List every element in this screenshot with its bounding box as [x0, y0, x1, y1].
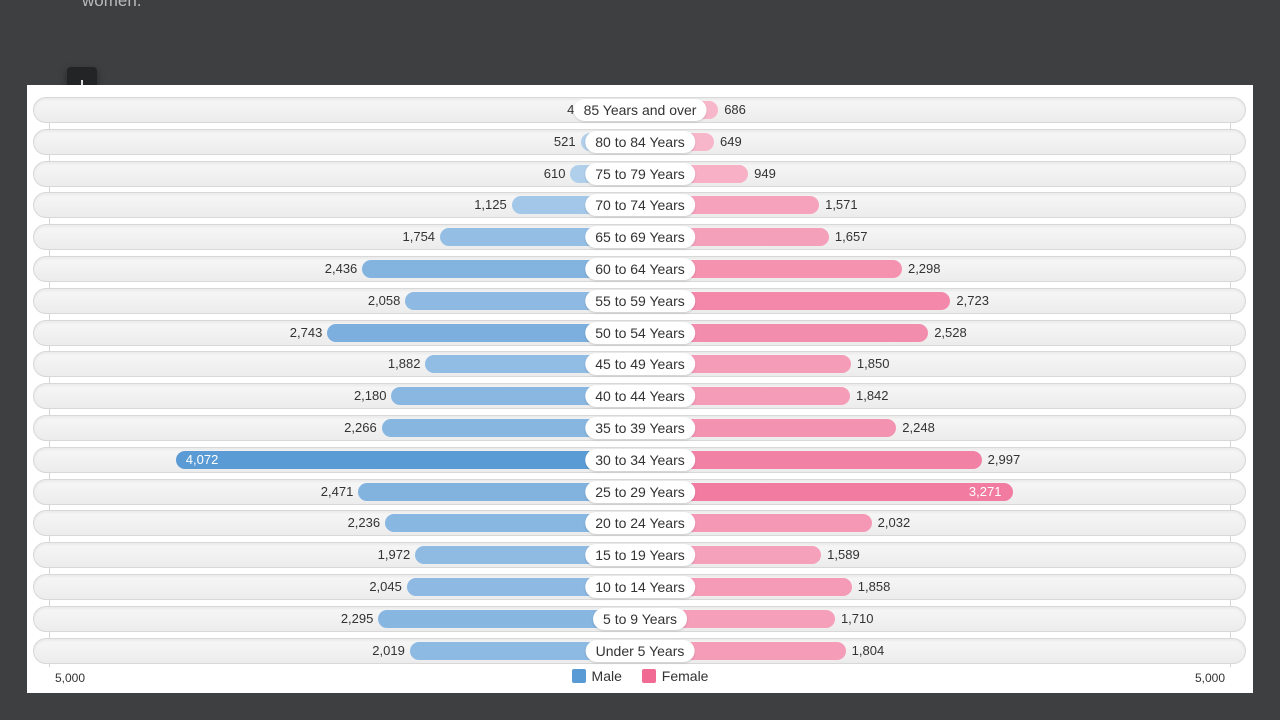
- male-value-label: 521: [553, 133, 576, 149]
- male-bar[interactable]: [415, 546, 640, 565]
- axis-left-label: 5,000: [55, 671, 86, 685]
- female-bar[interactable]: [640, 419, 897, 437]
- female-value-label: 1,571: [825, 197, 858, 213]
- male-value-label: 4,072: [185, 451, 219, 467]
- male-bar[interactable]: [405, 291, 640, 310]
- male-value-label: 2,045: [369, 579, 402, 594]
- female-value-label: 2,248: [902, 420, 935, 435]
- male-value-label: 2,180: [353, 388, 387, 404]
- legend-item-female[interactable]: Female: [641, 668, 709, 684]
- female-value-label: 1,589: [827, 547, 860, 563]
- male-bar[interactable]: [391, 387, 640, 406]
- male-value-label: 2,743: [289, 324, 323, 340]
- male-bar[interactable]: [385, 514, 640, 533]
- age-group-label: 45 to 49 Years: [585, 353, 695, 376]
- male-value-label: 2,436: [324, 261, 358, 276]
- male-value-label: 2,236: [347, 515, 381, 531]
- age-group-label: 10 to 14 Years: [585, 576, 695, 598]
- age-group-label: 15 to 19 Years: [585, 544, 695, 567]
- male-value-label: 2,058: [367, 292, 401, 308]
- female-value-label: 1,710: [840, 610, 874, 626]
- male-bar[interactable]: [409, 641, 640, 660]
- female-value-label: 2,298: [907, 261, 941, 276]
- age-group-label: 75 to 79 Years: [585, 162, 695, 185]
- right-axis-line: [1230, 97, 1231, 667]
- left-axis-line: [49, 97, 50, 667]
- age-group-label: Under 5 Years: [585, 639, 695, 662]
- female-value-label: 649: [719, 133, 742, 149]
- female-bar[interactable]: [640, 514, 872, 533]
- age-group-label: 80 to 84 Years: [585, 130, 695, 153]
- male-value-label: 2,019: [372, 642, 405, 658]
- male-bar[interactable]: [362, 260, 640, 278]
- legend-swatch-female: [641, 669, 656, 683]
- age-group-label: 25 to 29 Years: [585, 480, 695, 503]
- female-value-label: 949: [754, 165, 776, 181]
- male-value-label: 1,125: [474, 197, 507, 213]
- legend: Male Female: [27, 668, 1253, 684]
- female-value-label: 1,850: [856, 356, 890, 372]
- page-top-text: women.: [82, 0, 142, 10]
- male-value-label: 2,295: [340, 610, 374, 626]
- female-value-label: 1,657: [834, 229, 868, 245]
- legend-label-female: Female: [661, 668, 709, 684]
- age-group-label: 30 to 34 Years: [585, 448, 695, 471]
- female-bar[interactable]: [640, 450, 982, 469]
- female-bar[interactable]: [640, 482, 1013, 501]
- female-bar[interactable]: [640, 260, 902, 278]
- age-group-label: 35 to 39 Years: [585, 417, 695, 439]
- male-bar[interactable]: [381, 419, 640, 437]
- female-value-label: 2,723: [956, 292, 989, 308]
- age-group-label: 70 to 74 Years: [585, 194, 695, 217]
- male-bar[interactable]: [378, 609, 640, 628]
- age-group-label: 5 to 9 Years: [593, 607, 687, 630]
- female-value-label: 1,842: [855, 388, 889, 404]
- legend-swatch-male: [571, 669, 586, 683]
- male-bar[interactable]: [406, 578, 640, 596]
- male-value-label: 2,471: [320, 483, 354, 499]
- male-value-label: 2,266: [344, 420, 377, 435]
- male-bar[interactable]: [358, 482, 640, 501]
- male-value-label: 1,882: [387, 356, 421, 372]
- female-bar[interactable]: [640, 291, 951, 310]
- female-value-label: 1,804: [851, 642, 885, 658]
- legend-item-male[interactable]: Male: [571, 668, 622, 684]
- male-value-label: 610: [543, 165, 566, 181]
- age-group-label: 20 to 24 Years: [585, 512, 695, 535]
- male-value-label: 1,972: [377, 547, 411, 563]
- male-value-label: 1,754: [402, 229, 436, 245]
- age-group-label: 85 Years and over: [573, 99, 707, 121]
- legend-label-male: Male: [591, 668, 622, 684]
- female-value-label: 2,997: [987, 451, 1021, 467]
- axis-right-label: 5,000: [1194, 671, 1225, 685]
- female-bar[interactable]: [640, 323, 929, 342]
- male-bar[interactable]: [175, 450, 640, 469]
- female-value-label: 3,271: [968, 483, 1002, 499]
- male-bar[interactable]: [327, 323, 640, 342]
- female-value-label: 2,032: [877, 515, 911, 531]
- age-group-label: 55 to 59 Years: [585, 289, 695, 312]
- female-value-label: 1,858: [857, 579, 891, 594]
- age-group-label: 50 to 54 Years: [585, 321, 695, 344]
- female-bar[interactable]: [640, 609, 835, 628]
- female-value-label: 686: [724, 102, 746, 117]
- age-group-label: 40 to 44 Years: [585, 385, 695, 408]
- age-group-label: 65 to 69 Years: [585, 226, 695, 249]
- female-value-label: 2,528: [934, 324, 967, 340]
- age-group-label: 60 to 64 Years: [585, 258, 695, 280]
